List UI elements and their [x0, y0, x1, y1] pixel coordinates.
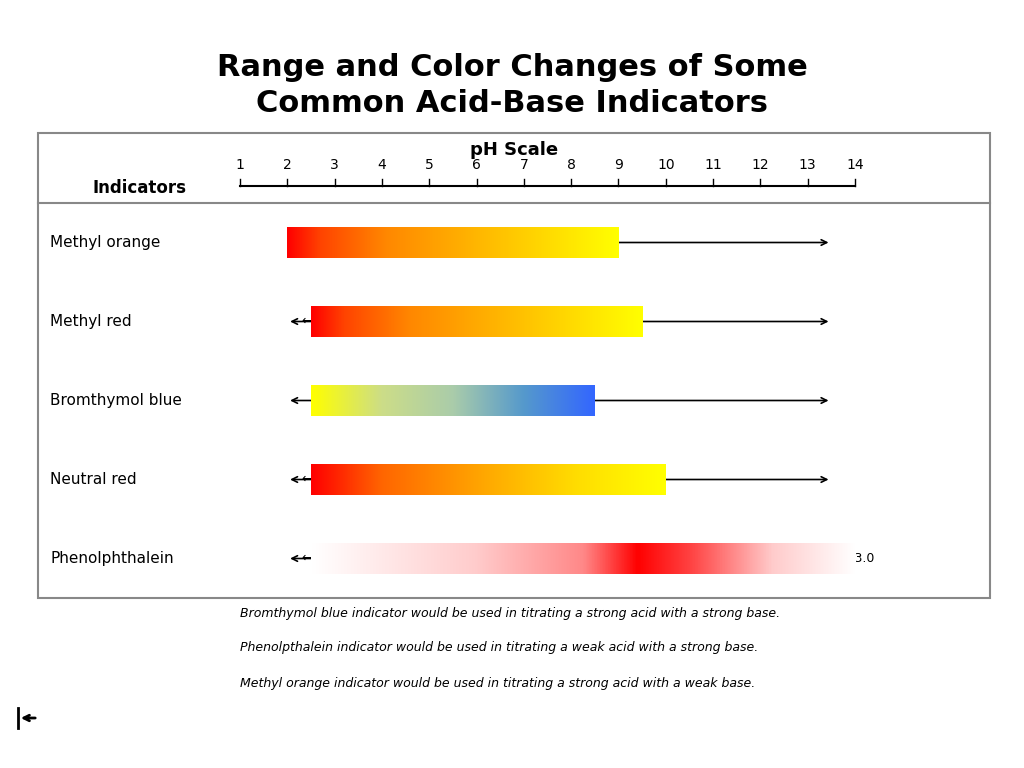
- Text: Methyl orange: Methyl orange: [50, 235, 161, 250]
- Text: 6.8: 6.8: [496, 473, 515, 486]
- Text: 4: 4: [378, 158, 386, 172]
- Text: ← red: ← red: [675, 552, 711, 565]
- Text: 10: 10: [657, 158, 675, 172]
- Text: 6.2  7.6: 6.2 7.6: [500, 394, 548, 407]
- Text: Range and Color Changes of Some: Range and Color Changes of Some: [217, 54, 807, 82]
- Text: ←yellow: ←yellow: [321, 394, 371, 407]
- Text: 9: 9: [614, 158, 623, 172]
- Text: – 8.0: – 8.0: [524, 473, 554, 486]
- Text: 6.2: 6.2: [472, 315, 492, 328]
- Text: ———→: ———→: [443, 473, 492, 486]
- Text: colorless beyond 13.0: colorless beyond 13.0: [736, 552, 874, 565]
- Text: Methyl orange indicator would be used in titrating a strong acid with a weak bas: Methyl orange indicator would be used in…: [240, 677, 756, 690]
- Text: −10.0: −10.0: [609, 552, 647, 565]
- Text: colorless: colorless: [391, 552, 446, 565]
- Text: Bromthymol blue indicator would be used in titrating a strong acid with a strong: Bromthymol blue indicator would be used …: [240, 607, 780, 620]
- Text: ←red: ←red: [301, 236, 333, 249]
- Text: blue: blue: [562, 394, 589, 407]
- FancyBboxPatch shape: [38, 133, 990, 598]
- Text: red: red: [362, 315, 383, 328]
- Text: Common Acid-Base Indicators: Common Acid-Base Indicators: [256, 88, 768, 118]
- Text: ←————  yellow: ←———— yellow: [445, 236, 554, 249]
- Text: red: red: [362, 473, 383, 486]
- Text: 3: 3: [331, 158, 339, 172]
- Text: Methyl red: Methyl red: [50, 314, 132, 329]
- Text: 6: 6: [472, 158, 481, 172]
- Text: ←: ←: [301, 552, 312, 565]
- Text: ←: ←: [301, 315, 312, 328]
- Text: Phenolpthalein indicator would be used in titrating a weak acid with a strong ba: Phenolpthalein indicator would be used i…: [240, 641, 758, 654]
- Text: 2: 2: [283, 158, 292, 172]
- Text: 7: 7: [519, 158, 528, 172]
- Text: Neutral red: Neutral red: [50, 472, 136, 487]
- Text: 8.0: 8.0: [543, 552, 563, 565]
- Text: 11: 11: [705, 158, 722, 172]
- Text: 13: 13: [799, 158, 816, 172]
- Text: 12: 12: [752, 158, 769, 172]
- Text: →3.1 – 4.4: →3.1 – 4.4: [358, 236, 423, 249]
- Text: 8: 8: [566, 158, 575, 172]
- Text: ←———: ←———: [500, 315, 548, 328]
- Text: Phenolphthalein: Phenolphthalein: [50, 551, 174, 566]
- Text: 1: 1: [236, 158, 245, 172]
- Text: 14: 14: [846, 158, 864, 172]
- Text: 5: 5: [425, 158, 433, 172]
- Text: Indicators: Indicators: [93, 179, 187, 197]
- Text: →4.4: →4.4: [411, 315, 440, 328]
- Text: pH Scale: pH Scale: [470, 141, 558, 159]
- Text: ←—— yellow: ←—— yellow: [562, 473, 641, 486]
- Text: ————: ————: [467, 394, 517, 407]
- Text: yellow: yellow: [551, 315, 591, 328]
- Text: ←: ←: [301, 473, 312, 486]
- Text: Bromthymol blue: Bromthymol blue: [50, 393, 182, 408]
